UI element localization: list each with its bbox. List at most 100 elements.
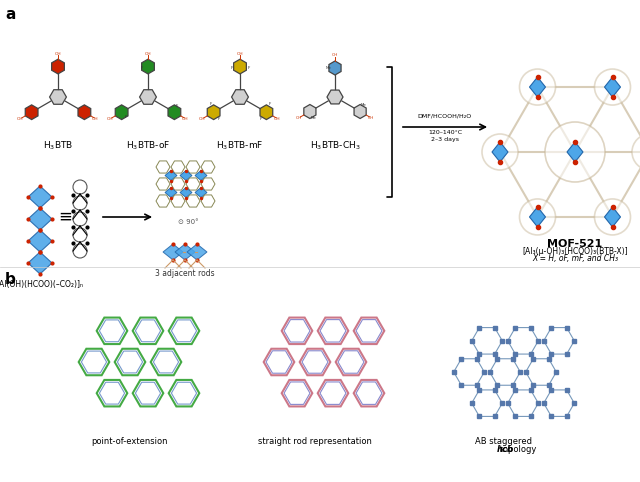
Polygon shape: [132, 318, 163, 344]
Text: OH: OH: [17, 117, 24, 120]
Text: OH: OH: [237, 52, 243, 56]
Circle shape: [520, 69, 556, 105]
Polygon shape: [180, 187, 192, 198]
Text: F: F: [218, 117, 220, 121]
Polygon shape: [172, 382, 196, 404]
Polygon shape: [172, 320, 196, 342]
Circle shape: [632, 134, 640, 170]
Polygon shape: [490, 359, 520, 385]
Circle shape: [520, 199, 556, 235]
Polygon shape: [354, 318, 384, 344]
Polygon shape: [329, 61, 341, 75]
Polygon shape: [320, 320, 346, 342]
Polygon shape: [304, 105, 316, 119]
Polygon shape: [28, 208, 52, 230]
Polygon shape: [454, 359, 484, 385]
Polygon shape: [156, 178, 170, 190]
Polygon shape: [282, 318, 312, 344]
Text: b: b: [5, 272, 16, 287]
Polygon shape: [165, 171, 177, 180]
Polygon shape: [156, 195, 170, 207]
Polygon shape: [79, 349, 109, 375]
Text: point-of-extension: point-of-extension: [92, 437, 168, 446]
Text: Me: Me: [325, 66, 331, 70]
Text: OH: OH: [182, 117, 189, 120]
Polygon shape: [207, 105, 220, 120]
Polygon shape: [529, 207, 545, 227]
Polygon shape: [260, 105, 273, 120]
Polygon shape: [338, 351, 364, 373]
Polygon shape: [264, 349, 294, 375]
Polygon shape: [99, 382, 125, 404]
Text: OH: OH: [332, 54, 338, 57]
Polygon shape: [117, 351, 143, 373]
Polygon shape: [472, 328, 502, 354]
Polygon shape: [175, 244, 195, 260]
Polygon shape: [186, 195, 200, 207]
Polygon shape: [266, 351, 292, 373]
Text: DMF/HCOOH/H₂O: DMF/HCOOH/H₂O: [418, 114, 472, 119]
Polygon shape: [136, 382, 161, 404]
Polygon shape: [171, 178, 185, 190]
Polygon shape: [544, 328, 574, 354]
Text: a: a: [5, 7, 15, 22]
Polygon shape: [232, 90, 248, 104]
Polygon shape: [354, 380, 384, 406]
Polygon shape: [284, 382, 310, 404]
Text: F: F: [125, 115, 127, 119]
Polygon shape: [99, 320, 125, 342]
Polygon shape: [171, 161, 185, 173]
Text: OH: OH: [107, 117, 114, 120]
Text: 2–3 days: 2–3 days: [431, 137, 459, 142]
Text: 3 adjacent rods: 3 adjacent rods: [155, 269, 215, 278]
Text: OH: OH: [368, 116, 374, 120]
Polygon shape: [327, 90, 343, 104]
Polygon shape: [302, 351, 328, 373]
Polygon shape: [525, 359, 556, 385]
Polygon shape: [25, 105, 38, 120]
Polygon shape: [78, 105, 91, 120]
Polygon shape: [28, 230, 52, 252]
Polygon shape: [136, 320, 161, 342]
Text: 120–140°C: 120–140°C: [428, 130, 462, 135]
Polygon shape: [336, 349, 366, 375]
Polygon shape: [28, 252, 52, 274]
Text: $\mathregular{H_3BTB\text{-}CH_3}$: $\mathregular{H_3BTB\text{-}CH_3}$: [310, 139, 360, 151]
Polygon shape: [186, 161, 200, 173]
Polygon shape: [284, 320, 310, 342]
Polygon shape: [163, 244, 183, 260]
Polygon shape: [52, 59, 65, 74]
Text: OH: OH: [274, 117, 281, 120]
Circle shape: [595, 199, 630, 235]
Polygon shape: [472, 390, 502, 416]
Polygon shape: [169, 318, 199, 344]
Polygon shape: [97, 318, 127, 344]
Polygon shape: [300, 349, 330, 375]
Polygon shape: [169, 380, 199, 406]
Polygon shape: [28, 186, 52, 208]
Text: [Al₃(μ-OH)₃(HCOO)₃(BTB-X)]: [Al₃(μ-OH)₃(HCOO)₃(BTB-X)]: [522, 247, 628, 256]
Polygon shape: [186, 178, 200, 190]
Circle shape: [73, 228, 87, 242]
Polygon shape: [115, 105, 128, 120]
Polygon shape: [356, 320, 382, 342]
Text: AB staggered: AB staggered: [475, 437, 535, 446]
Polygon shape: [50, 90, 67, 104]
Text: MOF-521: MOF-521: [547, 239, 603, 249]
Polygon shape: [201, 178, 215, 190]
Text: OH: OH: [145, 52, 151, 56]
Polygon shape: [529, 77, 545, 97]
Polygon shape: [492, 142, 508, 162]
Text: F: F: [175, 104, 177, 108]
Text: OH: OH: [92, 117, 99, 120]
Polygon shape: [180, 171, 192, 180]
Polygon shape: [317, 318, 348, 344]
Text: hcb: hcb: [497, 445, 513, 454]
Text: Me: Me: [310, 116, 316, 120]
Polygon shape: [567, 142, 583, 162]
Polygon shape: [508, 390, 538, 416]
Text: F: F: [260, 117, 262, 121]
Polygon shape: [234, 59, 246, 74]
Circle shape: [545, 122, 605, 182]
Text: F: F: [268, 102, 271, 106]
